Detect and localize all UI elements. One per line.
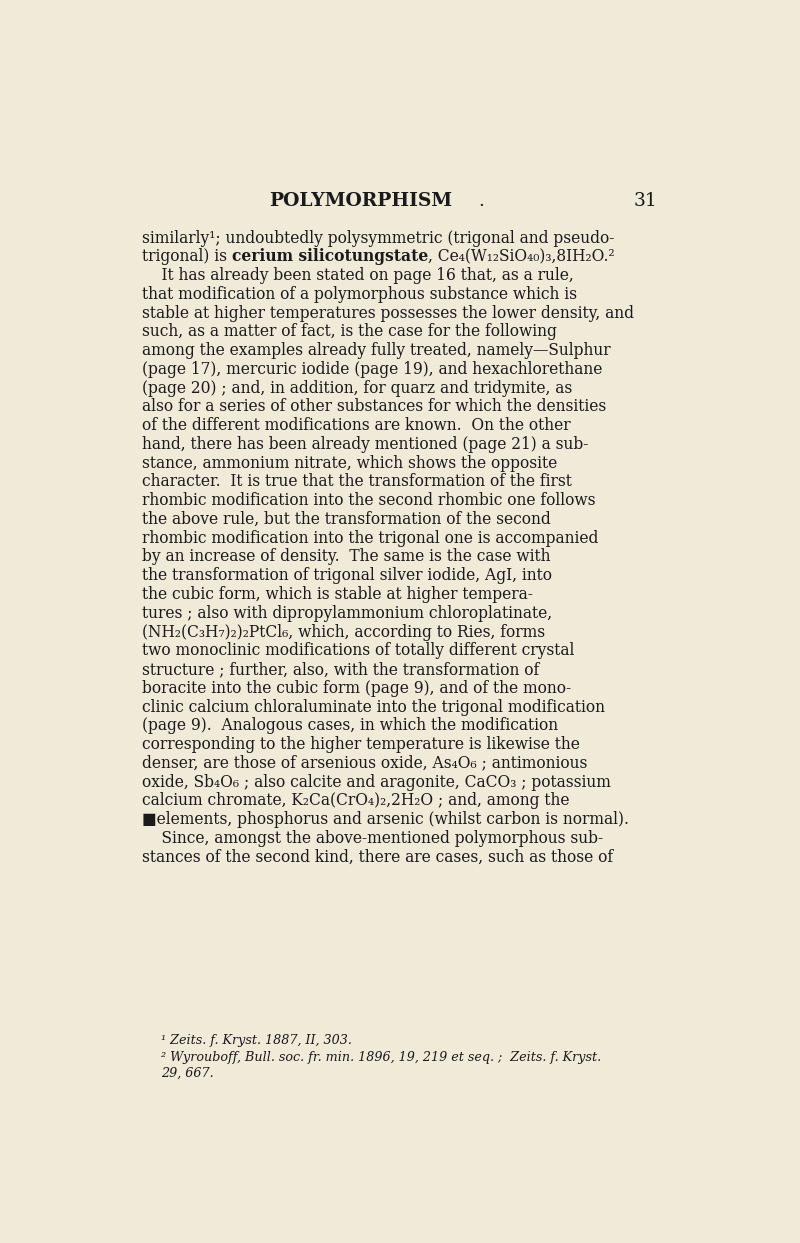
Text: (page 9).  Analogous cases, in which the modification: (page 9). Analogous cases, in which the … bbox=[142, 717, 558, 735]
Text: similarly¹; undoubtedly polysymmetric (trigonal and pseudo-: similarly¹; undoubtedly polysymmetric (t… bbox=[142, 230, 614, 246]
Text: ■elements, phosphorus and arsenic (whilst carbon is normal).: ■elements, phosphorus and arsenic (whils… bbox=[142, 812, 629, 828]
Text: rhombic modification into the second rhombic one follows: rhombic modification into the second rho… bbox=[142, 492, 596, 510]
Text: oxide, Sb₄O₆ ; also calcite and aragonite, CaCO₃ ; potassium: oxide, Sb₄O₆ ; also calcite and aragonit… bbox=[142, 773, 611, 791]
Text: rhombic modification into the trigonal one is accompanied: rhombic modification into the trigonal o… bbox=[142, 530, 598, 547]
Text: boracite into the cubic form (page 9), and of the mono-: boracite into the cubic form (page 9), a… bbox=[142, 680, 571, 697]
Text: denser, are those of arsenious oxide, As₄O₆ ; antimonious: denser, are those of arsenious oxide, As… bbox=[142, 755, 587, 772]
Text: of the different modifications are known.  On the other: of the different modifications are known… bbox=[142, 418, 570, 434]
Text: that modification of a polymorphous substance which is: that modification of a polymorphous subs… bbox=[142, 286, 577, 303]
Text: structure ; further, also, with the transformation of: structure ; further, also, with the tran… bbox=[142, 661, 539, 677]
Text: 31: 31 bbox=[634, 193, 658, 210]
Text: , Ce₄(W₁₂SiO₄₀)₃,8⁠I⁠H₂O.²: , Ce₄(W₁₂SiO₄₀)₃,8⁠I⁠H₂O.² bbox=[428, 249, 615, 265]
Text: .: . bbox=[478, 193, 484, 210]
Text: ² Wyrouboff, Bull. soc. fr. min. 1896, 19, 219 et seq. ;  Zeits. f. Kryst.: ² Wyrouboff, Bull. soc. fr. min. 1896, 1… bbox=[161, 1050, 601, 1064]
Text: such, as a matter of fact, is the case for the following: such, as a matter of fact, is the case f… bbox=[142, 323, 557, 341]
Text: calcium chromate, K₂Ca(CrO₄)₂,2H₂O ; and, among the: calcium chromate, K₂Ca(CrO₄)₂,2H₂O ; and… bbox=[142, 792, 570, 809]
Text: 29, 667.: 29, 667. bbox=[161, 1066, 214, 1080]
Text: also for a series of other substances for which the densities: also for a series of other substances fo… bbox=[142, 399, 606, 415]
Text: (page 20) ; and, in addition, for quarz and tridymite, as: (page 20) ; and, in addition, for quarz … bbox=[142, 379, 573, 397]
Text: tures ; also with dipropylammonium chloroplatinate,: tures ; also with dipropylammonium chlor… bbox=[142, 605, 552, 622]
Text: Since, amongst the above-mentioned polymorphous sub-: Since, amongst the above-mentioned polym… bbox=[142, 830, 603, 846]
Text: (NH₂(C₃H₇)₂)₂PtCl₆, which, according to Ries, forms: (NH₂(C₃H₇)₂)₂PtCl₆, which, according to … bbox=[142, 624, 546, 640]
Text: It has already been stated on page 16 that, as a rule,: It has already been stated on page 16 th… bbox=[142, 267, 574, 285]
Text: corresponding to the higher temperature is likewise the: corresponding to the higher temperature … bbox=[142, 736, 580, 753]
Text: (page 17), mercuric iodide (page 19), and hexachlorethane: (page 17), mercuric iodide (page 19), an… bbox=[142, 360, 602, 378]
Text: ¹ Zeits. f. Kryst. 1887, II, 303.: ¹ Zeits. f. Kryst. 1887, II, 303. bbox=[161, 1034, 352, 1047]
Text: hand, there has been already mentioned (page 21) a sub-: hand, there has been already mentioned (… bbox=[142, 436, 589, 452]
Text: clinic calcium chloraluminate into the trigonal modification: clinic calcium chloraluminate into the t… bbox=[142, 699, 605, 716]
Text: stances of the second kind, there are cases, such as those of: stances of the second kind, there are ca… bbox=[142, 849, 614, 865]
Text: two monoclinic modifications of totally different crystal: two monoclinic modifications of totally … bbox=[142, 643, 574, 659]
Text: stance, ammonium nitrate, which shows the opposite: stance, ammonium nitrate, which shows th… bbox=[142, 455, 558, 471]
Text: trigonal) is: trigonal) is bbox=[142, 249, 232, 265]
Text: POLYMORPHISM: POLYMORPHISM bbox=[269, 193, 452, 210]
Text: the above rule, but the transformation of the second: the above rule, but the transformation o… bbox=[142, 511, 551, 528]
Text: among the examples already fully treated, namely—Sulphur: among the examples already fully treated… bbox=[142, 342, 610, 359]
Text: stable at higher temperatures possesses the lower density, and: stable at higher temperatures possesses … bbox=[142, 305, 634, 322]
Text: the transformation of trigonal silver iodide, AgI, into: the transformation of trigonal silver io… bbox=[142, 567, 552, 584]
Text: character.  It is true that the transformation of the first: character. It is true that the transform… bbox=[142, 474, 572, 491]
Text: cerium silicotungstate: cerium silicotungstate bbox=[232, 249, 428, 265]
Text: the cubic form, which is stable at higher tempera-: the cubic form, which is stable at highe… bbox=[142, 585, 533, 603]
Text: by an increase of density.  The same is the case with: by an increase of density. The same is t… bbox=[142, 548, 550, 566]
